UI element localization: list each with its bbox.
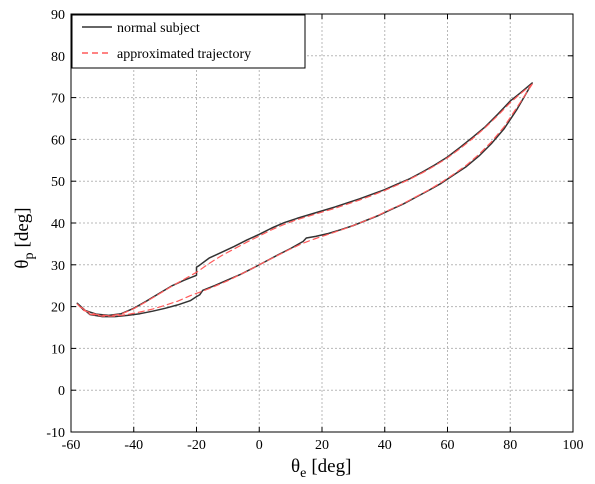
series-layer bbox=[76, 82, 533, 318]
x-tick-label: -60 bbox=[62, 438, 81, 453]
legend-label-approximated-trajectory: approximated trajectory bbox=[117, 47, 251, 62]
legend: normal subject approximated trajectory bbox=[71, 14, 306, 69]
y-tick-label: 30 bbox=[51, 259, 65, 274]
y-axis-label: θp [deg] bbox=[12, 207, 37, 268]
y-axis-symbol: θ bbox=[12, 259, 33, 268]
x-axis-symbol: θ bbox=[291, 456, 300, 477]
y-tick-label: 80 bbox=[51, 50, 65, 65]
series-line-approximated-trajectory bbox=[76, 83, 533, 317]
x-tick-label: -20 bbox=[187, 438, 206, 453]
y-tick-label: 70 bbox=[51, 92, 65, 107]
grid bbox=[71, 14, 573, 432]
x-tick-label: 100 bbox=[563, 438, 584, 453]
x-tick-label: 80 bbox=[503, 438, 517, 453]
x-tick-label: 60 bbox=[441, 438, 455, 453]
x-axis-label: θe [deg] bbox=[291, 456, 351, 481]
y-tick-label: 0 bbox=[58, 384, 65, 399]
x-tick-label: 40 bbox=[378, 438, 392, 453]
y-tick-label: 60 bbox=[51, 133, 65, 148]
y-tick-label: 50 bbox=[51, 175, 65, 190]
legend-box bbox=[71, 14, 306, 69]
y-tick-labels: -10 0 10 20 30 40 50 60 70 80 90 bbox=[46, 8, 65, 441]
x-tick-label: 20 bbox=[315, 438, 329, 453]
y-axis-subscript: p bbox=[22, 252, 37, 259]
y-tick-label: 90 bbox=[51, 8, 65, 23]
x-tick-label: 0 bbox=[256, 438, 263, 453]
y-tick-label: -10 bbox=[46, 426, 65, 441]
y-tick-label: 40 bbox=[51, 217, 65, 232]
x-tick-labels: -60 -40 -20 0 20 40 60 80 100 bbox=[62, 438, 584, 453]
y-tick-label: 20 bbox=[51, 301, 65, 316]
x-axis-unit: [deg] bbox=[311, 456, 351, 477]
series-line-normal-subject bbox=[76, 82, 533, 318]
legend-label-normal-subject: normal subject bbox=[117, 21, 200, 36]
x-axis-subscript: e bbox=[300, 466, 306, 481]
y-tick-label: 10 bbox=[51, 342, 65, 357]
y-axis-unit: [deg] bbox=[12, 207, 33, 247]
x-tick-label: -40 bbox=[124, 438, 143, 453]
